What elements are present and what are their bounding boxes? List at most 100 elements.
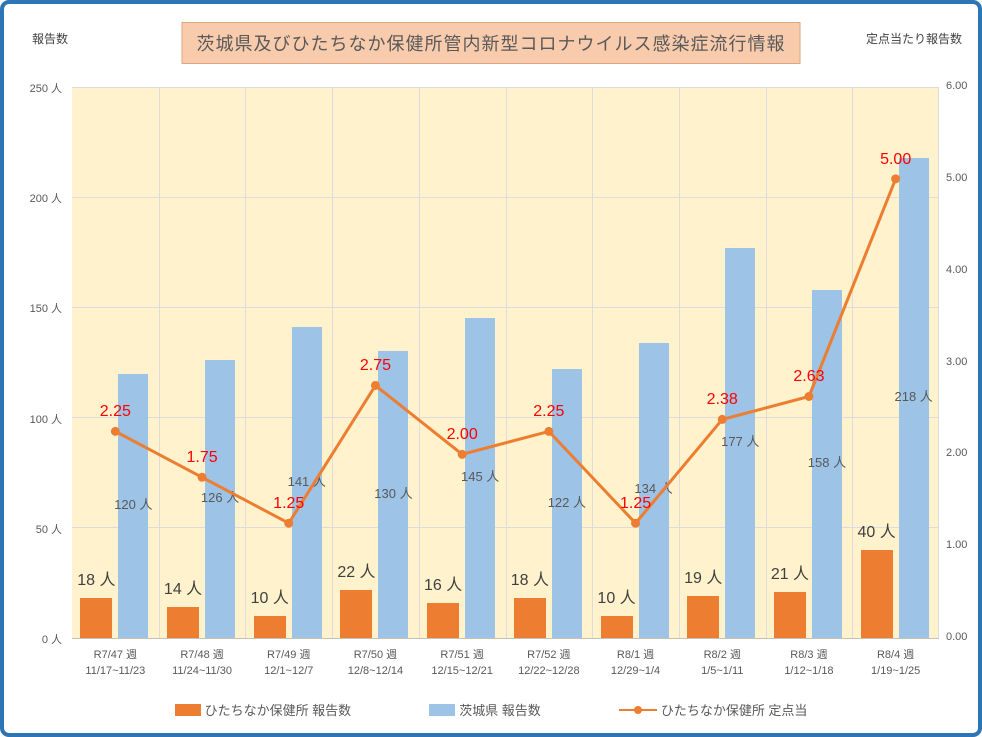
gridline-horizontal — [72, 637, 939, 639]
legend-item: ひたちなか保健所 報告数 — [174, 700, 351, 719]
bar-series-1 — [551, 369, 582, 638]
x-axis-week-label: R8/3 週 — [790, 649, 828, 661]
x-axis-week-label: R8/1 週 — [616, 649, 655, 661]
line-value-label: 5.00 — [880, 150, 912, 168]
bar-series-1 — [465, 318, 496, 638]
x-axis-week-label: R7/50 週 — [353, 649, 398, 661]
x-axis-date-label: 12/8~12/14 — [347, 665, 404, 677]
line-marker — [804, 391, 814, 401]
bar-value-label: 14 人 — [163, 581, 203, 599]
bar-value-label: 18 人 — [77, 572, 116, 590]
chart-canvas: 報告数 定点当たり報告数 茨城県及びひたちなか保健所管内新型コロナウイルス感染症… — [8, 8, 974, 729]
x-axis-week-label: R7/52 週 — [527, 649, 571, 661]
gridline-vertical — [418, 87, 420, 638]
bar-value-label: 18 人 — [510, 572, 549, 590]
bar-value-label: 177 人 — [721, 433, 760, 449]
gridline-vertical — [158, 87, 160, 638]
bar-value-label: 134 人 — [634, 481, 673, 497]
bar-value-label: 10 人 — [250, 589, 289, 607]
bar-value-label: 122 人 — [547, 494, 586, 510]
gridline-vertical — [678, 87, 680, 638]
legend-label: 茨城県 報告数 — [459, 703, 541, 718]
bar-series-0 — [167, 607, 200, 638]
right-axis-tick: 3.00 — [946, 355, 968, 368]
left-axis-tick: 150 人 — [29, 303, 62, 316]
x-axis-week-label: R8/4 週 — [876, 649, 915, 661]
bar-series-1 — [118, 373, 149, 638]
line-value-label: 2.25 — [99, 403, 131, 421]
bar-series-0 — [253, 615, 286, 638]
bar-series-1 — [898, 157, 929, 638]
bar-series-1 — [205, 360, 236, 638]
bar-series-0 — [860, 549, 893, 638]
line-series — [110, 174, 901, 528]
line-value-label: 2.38 — [706, 391, 738, 409]
chart-title: 茨城県及びひたちなか保健所管内新型コロナウイルス感染症流行情報 — [181, 22, 801, 64]
gridline-vertical — [765, 87, 767, 638]
x-axis-date-label: 12/15~12/21 — [431, 665, 493, 677]
legend-bar-swatch-icon — [429, 703, 456, 716]
gridline-vertical — [938, 87, 939, 638]
left-axis-tick: 0 人 — [41, 634, 62, 646]
line-value-label: 1.25 — [273, 495, 305, 513]
x-axis-week-label: R7/48 週 — [180, 649, 224, 661]
bar-value-label: 21 人 — [770, 565, 810, 583]
line-marker — [457, 449, 467, 459]
line-marker — [284, 518, 294, 528]
x-axis-date-label: 12/1~12/7 — [264, 665, 314, 677]
left-axis-tick: 100 人 — [29, 413, 62, 426]
legend-item: 茨城県 報告数 — [429, 700, 541, 719]
left-axis-tick: 250 人 — [29, 83, 62, 95]
x-axis-week-label: R7/51 週 — [440, 649, 484, 661]
line-value-label: 2.25 — [533, 403, 565, 421]
bar-series-0 — [80, 598, 113, 638]
x-axis-date-label: 11/17~11/23 — [85, 665, 146, 677]
x-axis-date-label: 11/24~11/30 — [172, 665, 232, 677]
right-axis-tick: 6.00 — [946, 80, 968, 92]
bar-value-label: 16 人 — [424, 576, 463, 594]
line-marker — [544, 426, 554, 436]
bar-value-label: 145 人 — [460, 469, 500, 485]
left-axis-tick: 200 人 — [29, 193, 62, 206]
x-axis-week-label: R8/2 週 — [703, 649, 741, 661]
line-value-label: 1.75 — [186, 449, 218, 467]
bar-series-0 — [513, 598, 546, 638]
legend: ひたちなか保健所 報告数 茨城県 報告数 ひたちなか保健所 定点当 — [8, 700, 974, 719]
bar-series-0 — [600, 615, 633, 638]
right-axis-tick: 5.00 — [946, 171, 968, 184]
x-axis-date-label: 1/5~1/11 — [701, 665, 744, 677]
bar-value-label: 120 人 — [114, 496, 153, 512]
x-axis-date-label: 1/19~1/25 — [871, 665, 921, 677]
bar-value-label: 10 人 — [597, 589, 636, 607]
gridline-vertical — [505, 87, 507, 638]
bar-value-label: 126 人 — [200, 490, 240, 506]
line-marker — [370, 380, 380, 390]
bar-value-label: 130 人 — [374, 485, 413, 501]
bar-value-label: 19 人 — [684, 570, 723, 588]
bar-value-label: 158 人 — [807, 454, 847, 470]
left-axis-tick: 50 人 — [35, 523, 62, 536]
x-axis-week-label: R7/47 週 — [93, 649, 138, 661]
x-axis-date-label: 12/22~12/28 — [518, 665, 580, 677]
gridline-vertical — [245, 87, 247, 638]
gridline-vertical — [852, 87, 854, 638]
line-value-label: 2.63 — [793, 368, 825, 386]
bar-series-0 — [687, 596, 720, 638]
line-marker — [631, 518, 641, 528]
legend-bar-swatch-icon — [174, 703, 201, 716]
legend-label: ひたちなか保健所 定点当 — [660, 703, 808, 718]
line-value-label: 2.75 — [359, 357, 392, 375]
line-marker — [197, 472, 207, 482]
right-axis-tick: 4.00 — [946, 263, 968, 276]
bar-value-label: 22 人 — [337, 563, 376, 581]
bar-series-0 — [340, 589, 373, 638]
bar-series-1 — [291, 327, 322, 638]
gridline-vertical — [332, 87, 334, 638]
line-marker — [891, 174, 901, 184]
bar-value-label: 40 人 — [857, 523, 896, 541]
right-axis-tick: 0.00 — [946, 631, 968, 643]
line-value-label: 1.25 — [619, 495, 652, 513]
right-axis-tick: 2.00 — [946, 447, 968, 460]
left-axis-title: 報告数 — [32, 32, 69, 46]
